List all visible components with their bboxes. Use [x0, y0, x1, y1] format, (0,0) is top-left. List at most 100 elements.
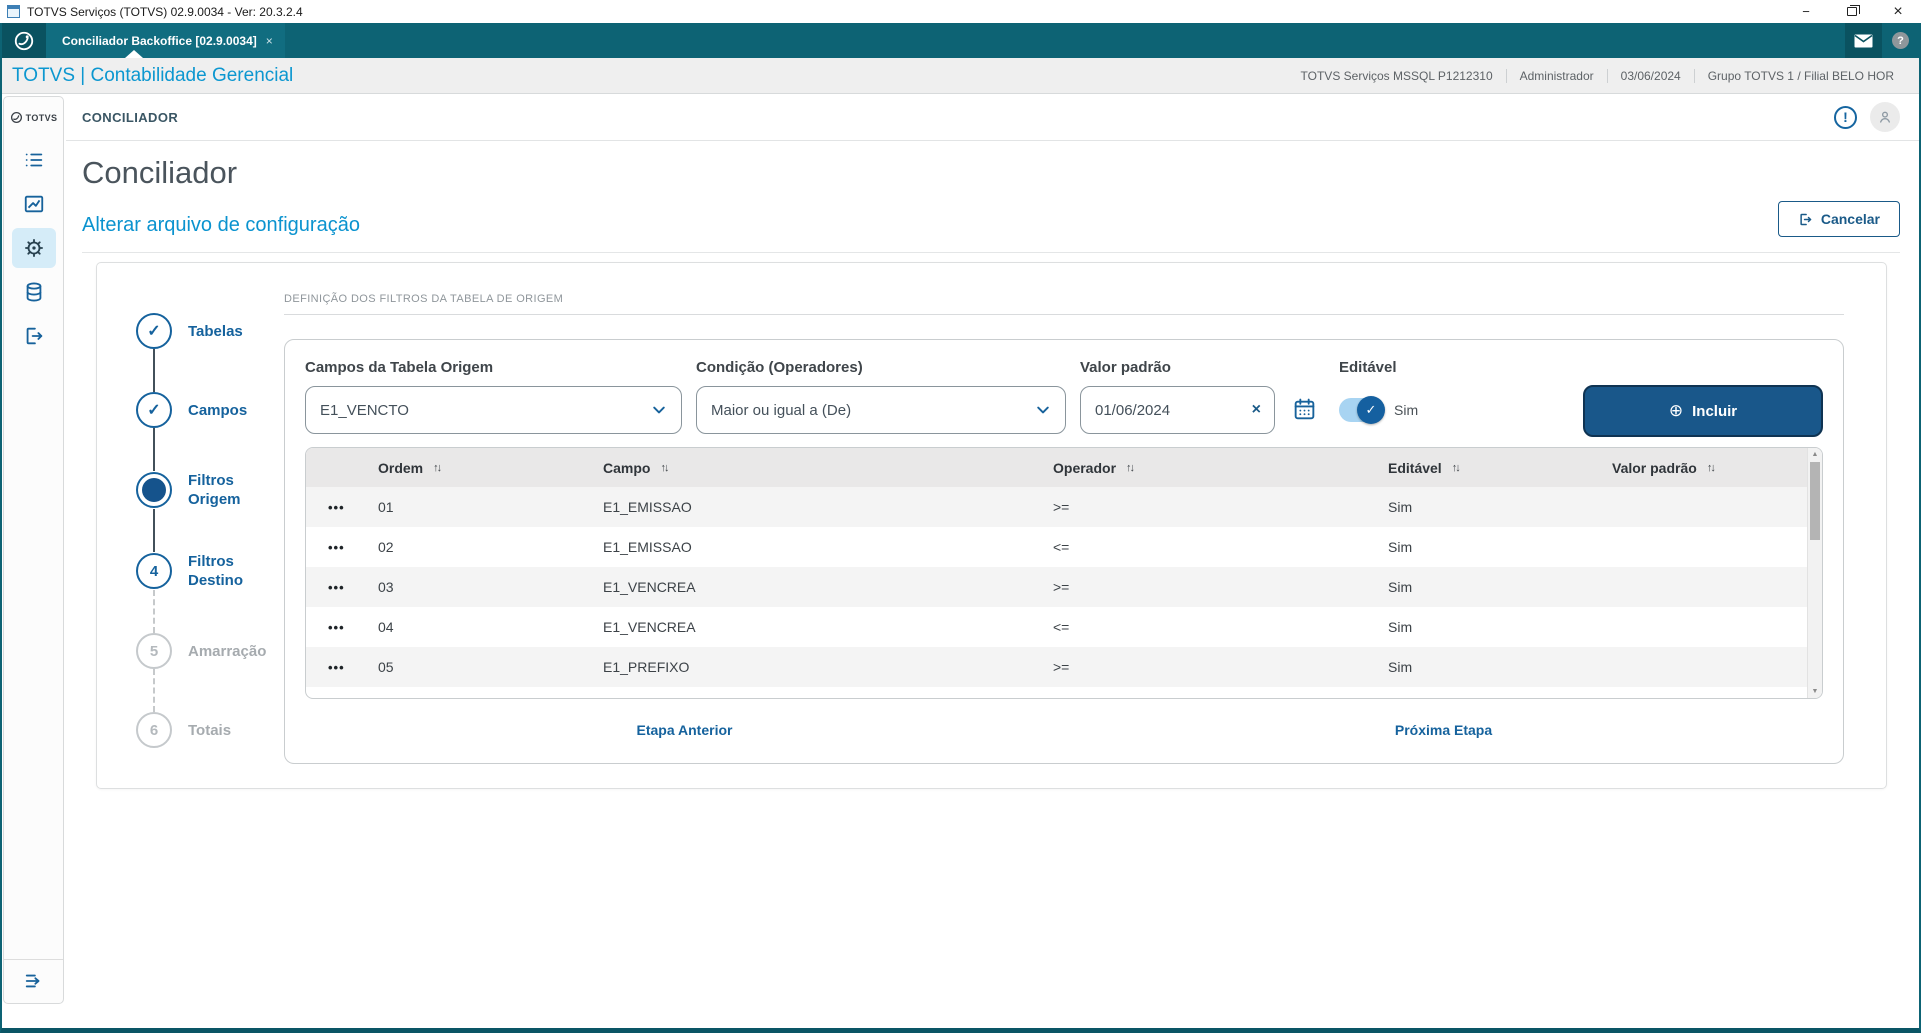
tab-close-icon[interactable]: ×: [265, 33, 273, 48]
sidebar-expand-button[interactable]: [4, 959, 63, 1003]
cell-ordem: 01: [378, 499, 394, 515]
step-4-number: 4: [149, 562, 159, 580]
tab-conciliador-backoffice[interactable]: Conciliador Backoffice [02.9.0034] ×: [46, 23, 285, 58]
calendar-button[interactable]: [1292, 397, 1317, 422]
clear-icon[interactable]: ×: [1251, 401, 1261, 418]
condicao-select[interactable]: Maior ou igual a (De): [696, 386, 1066, 434]
user-avatar[interactable]: [1870, 102, 1900, 132]
sidebar-item-logout[interactable]: [12, 316, 56, 356]
field-campos-tabela-origem: Campos da Tabela Origem E1_VENCTO: [305, 358, 682, 434]
expand-menu-icon: [25, 974, 39, 988]
totvs-circle-icon: [14, 31, 34, 50]
table-scrollbar[interactable]: ▲ ▼: [1807, 448, 1822, 698]
table-row[interactable]: ••• 05 E1_PREFIXO >= Sim: [306, 647, 1807, 687]
help-icon: ?: [1892, 32, 1909, 49]
cancel-button[interactable]: Cancelar: [1777, 201, 1900, 237]
header-campo[interactable]: Campo ↑↓: [603, 459, 669, 476]
sort-icon[interactable]: ↑↓: [1451, 461, 1461, 474]
step-totais[interactable]: 6 Totais: [136, 712, 284, 748]
header-editavel[interactable]: Editável ↑↓: [1388, 459, 1461, 476]
incluir-button[interactable]: ⊕ Incluir: [1583, 385, 1823, 437]
table-row[interactable]: ••• 01 E1_EMISSAO >= Sim: [306, 487, 1807, 527]
sidebar-item-dashboard[interactable]: [12, 184, 56, 224]
valor-label: Valor padrão: [1080, 359, 1171, 376]
step-connector: [153, 509, 155, 552]
row-actions-icon[interactable]: •••: [328, 539, 345, 555]
close-button[interactable]: ×: [1893, 2, 1903, 20]
main-area: CONCILIADOR ! Conciliador Alterar arquiv…: [66, 94, 1919, 1028]
scroll-down-icon[interactable]: ▼: [1811, 688, 1819, 695]
table-row[interactable]: ••• 02 E1_EMISSAO <= Sim: [306, 527, 1807, 567]
campos-select[interactable]: E1_VENCTO: [305, 386, 682, 434]
sidebar-item-menu[interactable]: [12, 140, 56, 180]
cell-operador: >=: [1053, 659, 1070, 675]
totvs-logo-button[interactable]: [2, 23, 46, 58]
logout-icon: [26, 327, 42, 345]
step-2-label: Campos: [188, 401, 248, 419]
minimize-button[interactable]: −: [1802, 4, 1810, 19]
page-subtitle: Alterar arquivo de configuração: [82, 214, 360, 236]
etapa-anterior-link[interactable]: Etapa Anterior: [636, 722, 733, 738]
brand-title: TOTVS | Contabilidade Gerencial: [12, 64, 294, 86]
cell-campo: E1_VENCREA: [603, 619, 696, 635]
step-4-label: Filtros Destino: [188, 553, 244, 589]
scrollbar-thumb[interactable]: [1810, 462, 1820, 540]
filters-form-box: Campos da Tabela Origem E1_VENCTO Condiç…: [284, 339, 1844, 764]
breadcrumb-bar: CONCILIADOR !: [66, 94, 1919, 141]
list-menu-icon: [25, 153, 42, 167]
row-actions-icon[interactable]: •••: [328, 579, 345, 595]
plus-circle-icon: ⊕: [1668, 401, 1684, 420]
calendar-icon: [1294, 398, 1315, 420]
notifications-button[interactable]: !: [1834, 105, 1857, 129]
step-tabelas[interactable]: ✓ Tabelas: [136, 313, 284, 349]
env-user: Administrador: [1505, 68, 1607, 83]
row-actions-icon[interactable]: •••: [328, 619, 345, 635]
alert-icon: !: [1843, 109, 1848, 125]
editavel-toggle[interactable]: ✓: [1339, 396, 1385, 424]
mail-button[interactable]: [1845, 23, 1882, 58]
section-title: DEFINIÇÃO DOS FILTROS DA TABELA DE ORIGE…: [284, 293, 1844, 315]
table-header-row: Ordem ↑↓ Campo ↑↓ Operador ↑↓ Editável ↑↓ Va…: [306, 448, 1807, 487]
incluir-button-label: Incluir: [1692, 402, 1738, 420]
step-filtros-origem[interactable]: Filtros Origem: [136, 471, 284, 509]
step-check-icon: ✓: [147, 323, 161, 340]
sidebar-item-settings[interactable]: [11, 228, 56, 268]
proxima-etapa-link[interactable]: Próxima Etapa: [1394, 722, 1493, 738]
header-ordem[interactable]: Ordem ↑↓: [378, 459, 442, 476]
gear-icon: [24, 239, 43, 257]
header-operador[interactable]: Operador ↑↓: [1053, 459, 1135, 476]
valor-input[interactable]: 01/06/2024 ×: [1080, 386, 1275, 434]
step-connector: [153, 349, 155, 392]
help-button[interactable]: ?: [1882, 23, 1919, 58]
sort-icon[interactable]: ↑↓: [433, 461, 442, 474]
step-1-circle: ✓: [136, 313, 172, 349]
header-valor-padrao[interactable]: Valor padrão ↑↓: [1612, 459, 1716, 476]
step-check-icon: ✓: [147, 402, 161, 419]
person-icon: [1880, 111, 1890, 123]
step-campos[interactable]: ✓ Campos: [136, 392, 284, 428]
envelope-icon: [1854, 34, 1873, 47]
database-icon: [26, 282, 41, 302]
sidebar-item-database[interactable]: [12, 272, 56, 312]
table-row[interactable]: ••• 03 E1_VENCREA >= Sim: [306, 567, 1807, 607]
tab-bar: Conciliador Backoffice [02.9.0034] × ?: [2, 23, 1919, 58]
cell-editavel: Sim: [1388, 619, 1413, 635]
row-actions-icon[interactable]: •••: [328, 499, 345, 515]
cancel-button-label: Cancelar: [1820, 211, 1880, 227]
sort-icon[interactable]: ↑↓: [1126, 461, 1135, 474]
sidebar: TOTVS: [2, 94, 66, 1028]
sort-icon[interactable]: ↑↓: [1706, 461, 1716, 474]
sort-icon[interactable]: ↑↓: [660, 461, 669, 474]
campos-label: Campos da Tabela Origem: [305, 359, 494, 376]
scroll-up-icon[interactable]: ▲: [1811, 451, 1819, 458]
step-3-circle: [136, 472, 172, 508]
row-actions-icon[interactable]: •••: [328, 659, 345, 675]
condicao-select-value: Maior ou igual a (De): [711, 401, 852, 419]
editavel-label: Editável: [1339, 359, 1397, 376]
table-row[interactable]: ••• 04 E1_VENCREA <= Sim: [306, 607, 1807, 647]
maximize-button[interactable]: [1829, 0, 1875, 23]
step-5-label: Amarração: [188, 642, 267, 660]
step-amarracao[interactable]: 5 Amarração: [136, 633, 284, 669]
filter-fields-row: Campos da Tabela Origem E1_VENCTO Condiç…: [305, 358, 1823, 437]
step-filtros-destino[interactable]: 4 Filtros Destino: [136, 552, 284, 590]
